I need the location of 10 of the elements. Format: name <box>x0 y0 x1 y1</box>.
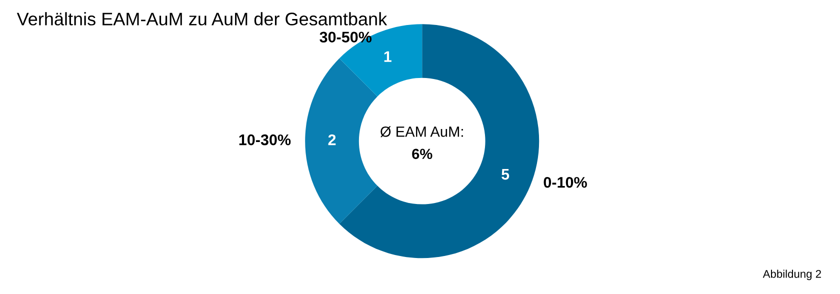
slice-label: 10-30% <box>239 134 291 146</box>
slice-label: 0-10% <box>544 176 587 188</box>
data-label: 1 <box>384 51 392 62</box>
text: Abbildung 2 <box>762 270 821 280</box>
text: Ø EAM AuM: <box>380 126 463 138</box>
text: 6% <box>412 148 432 160</box>
data-label: 2 <box>328 134 336 146</box>
slice-label: 30-50% <box>320 32 372 43</box>
data-label: 5 <box>502 169 510 180</box>
chart-title: Verhältnis EAM-AuM zu AuM der Gesamtbank <box>16 12 388 26</box>
